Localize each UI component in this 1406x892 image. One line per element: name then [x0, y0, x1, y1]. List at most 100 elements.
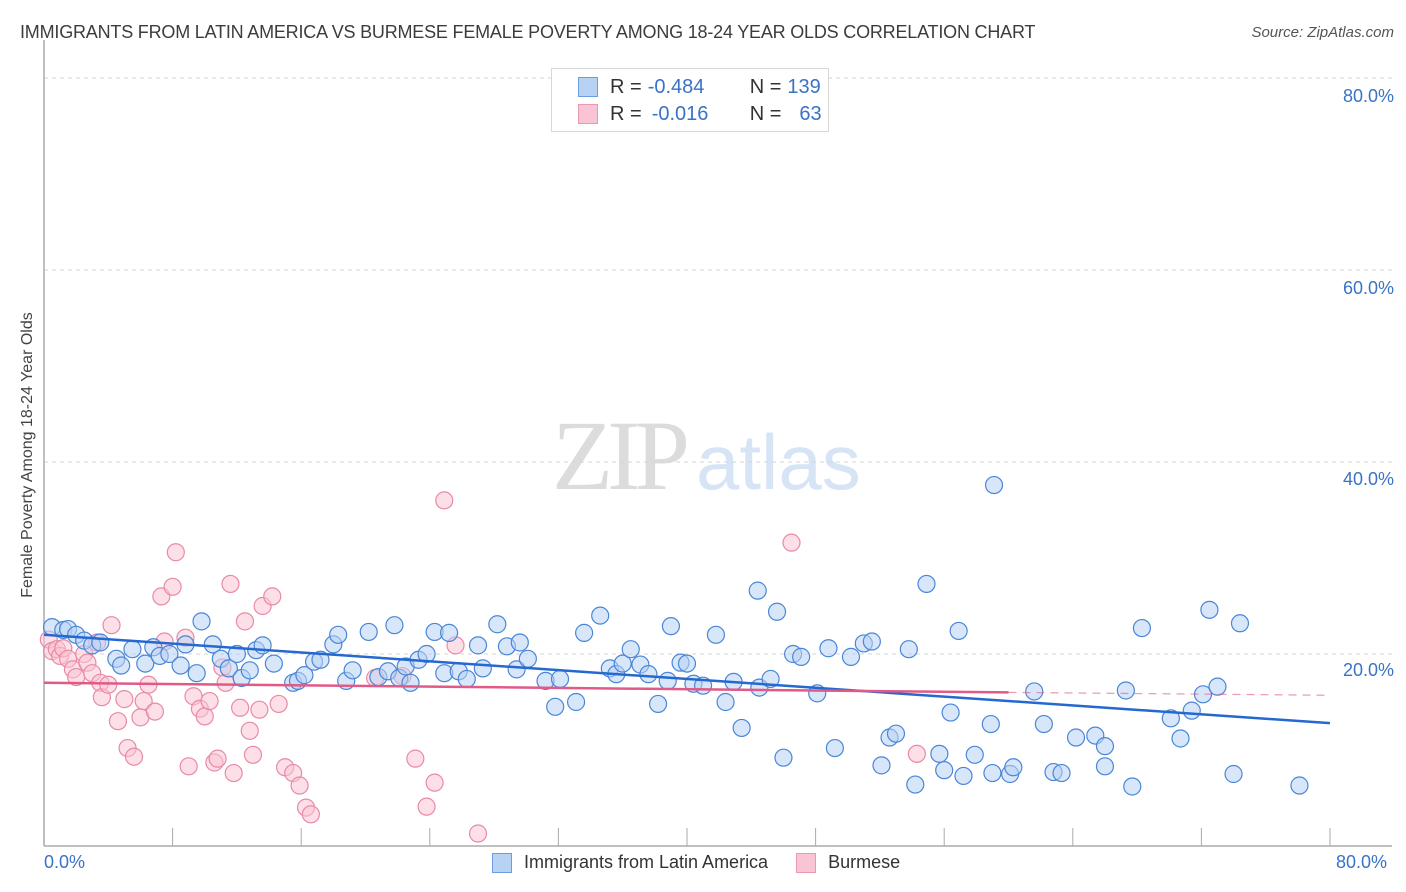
burmese-point — [208, 749, 227, 768]
pink-swatch-icon — [578, 104, 598, 124]
latin-america-point — [264, 654, 283, 673]
burmese-point — [290, 776, 309, 795]
latin-america-point — [171, 656, 190, 675]
latin-america-point — [187, 664, 206, 683]
zipatlas-watermark: ZIP atlas — [552, 405, 861, 506]
latin-america-point — [240, 661, 259, 680]
latin-america-point — [488, 615, 507, 634]
burmese-point — [163, 577, 182, 596]
y-tick-40: 40.0% — [1342, 469, 1394, 489]
latin-america-point — [872, 756, 891, 775]
latin-america-point — [473, 659, 492, 678]
x-tick-80: 80.0% — [1336, 852, 1388, 872]
burmese-point — [134, 691, 153, 711]
y-tick-20: 20.0% — [1342, 660, 1394, 680]
latin-america-point — [935, 761, 954, 780]
n-label: N = — [749, 102, 782, 125]
latin-america-point — [575, 623, 594, 642]
r-label: R = — [610, 75, 642, 98]
axes-lines — [43, 40, 1392, 847]
latin-america-point — [716, 692, 735, 712]
burmese-point — [301, 805, 320, 824]
latin-america-point — [1034, 714, 1053, 734]
latin-america-point — [359, 622, 378, 642]
correlation-legend: R = -0.484 N = 139 R = -0.016 N = 63 — [551, 68, 829, 132]
latin-america-point — [1182, 701, 1201, 720]
burmese-point — [221, 574, 240, 594]
latin-america-point — [112, 656, 131, 675]
r-value: -0.016 — [651, 102, 709, 125]
latin-america-point — [862, 632, 881, 651]
latin-america-point — [566, 692, 586, 712]
latin-america-point — [203, 635, 222, 654]
burmese-point — [235, 612, 255, 631]
burmese-point — [124, 747, 144, 766]
latin-america-point — [219, 659, 238, 678]
latin-america-point — [192, 612, 211, 631]
burmese-trendline-extension — [1008, 691, 1331, 696]
latin-america-point — [1208, 677, 1227, 696]
watermark-atlas: atlas — [696, 418, 861, 506]
latin-america-point — [1224, 764, 1243, 784]
r-label: R = — [610, 102, 642, 125]
burmese-point — [115, 690, 134, 709]
blue-swatch-icon — [578, 77, 598, 97]
latin-america-trendline — [43, 633, 1331, 725]
latin-america-point — [1116, 681, 1135, 700]
burmese-point — [108, 712, 128, 731]
latin-america-point — [1171, 729, 1190, 748]
source-label: Source: ZipAtlas.com — [1251, 24, 1394, 41]
latin-america-point — [825, 738, 844, 758]
latin-america-point — [621, 640, 640, 659]
latin-america-point — [930, 744, 949, 763]
burmese-point — [468, 824, 488, 843]
latin-america-point — [1066, 728, 1086, 747]
latin-america-point — [136, 654, 155, 673]
latin-america-point — [954, 766, 973, 786]
latin-america-point — [329, 625, 348, 644]
latin-america-point — [981, 714, 1000, 734]
latin-america-point — [468, 636, 488, 655]
burmese-point — [425, 773, 444, 792]
latin-america-point — [906, 775, 925, 794]
latin-america-point — [677, 654, 697, 673]
latin-america-point — [510, 633, 529, 652]
latin-america-point — [639, 665, 658, 684]
latin-america-point — [343, 661, 362, 680]
burmese-point — [145, 702, 165, 721]
latin-america-point — [841, 647, 861, 666]
latin-america-point — [507, 660, 526, 679]
latin-america-point — [1025, 682, 1044, 701]
burmese-point — [782, 533, 801, 552]
legend-row-burmese: R = -0.016 N = 63 — [578, 102, 822, 126]
legend-item-latin-america[interactable]: Immigrants from Latin America — [492, 852, 768, 873]
trend-lines — [43, 633, 1331, 725]
latin-america-point — [983, 763, 1002, 783]
burmese-point — [195, 707, 214, 726]
latin-america-point — [1004, 758, 1023, 777]
series-legend: Immigrants from Latin America Burmese — [492, 852, 928, 873]
legend-item-burmese[interactable]: Burmese — [796, 852, 900, 873]
latin-america-point — [899, 640, 918, 659]
latin-america-point — [591, 606, 610, 625]
latin-america-point — [227, 644, 246, 664]
latin-america-point — [706, 625, 726, 644]
burmese-point — [907, 744, 926, 763]
latin-america-point — [417, 644, 436, 664]
latin-america-point — [1095, 737, 1115, 756]
latin-america-point — [917, 574, 936, 594]
latin-america-point — [1123, 777, 1142, 796]
y-tick-80: 80.0% — [1342, 86, 1394, 106]
legend-row-latin-america: R = -0.484 N = 139 — [578, 75, 821, 99]
latin-america-point — [732, 718, 751, 738]
burmese-point — [102, 616, 121, 635]
latin-america-point — [819, 639, 838, 658]
burmese-point — [243, 745, 263, 764]
latin-america-point — [385, 616, 404, 635]
burmese-point — [435, 491, 454, 510]
latin-america-point — [91, 633, 110, 652]
burmese-point — [269, 694, 288, 714]
latin-america-point — [767, 602, 787, 621]
y-tick-60: 60.0% — [1342, 278, 1394, 298]
pink-swatch-icon — [796, 852, 817, 873]
